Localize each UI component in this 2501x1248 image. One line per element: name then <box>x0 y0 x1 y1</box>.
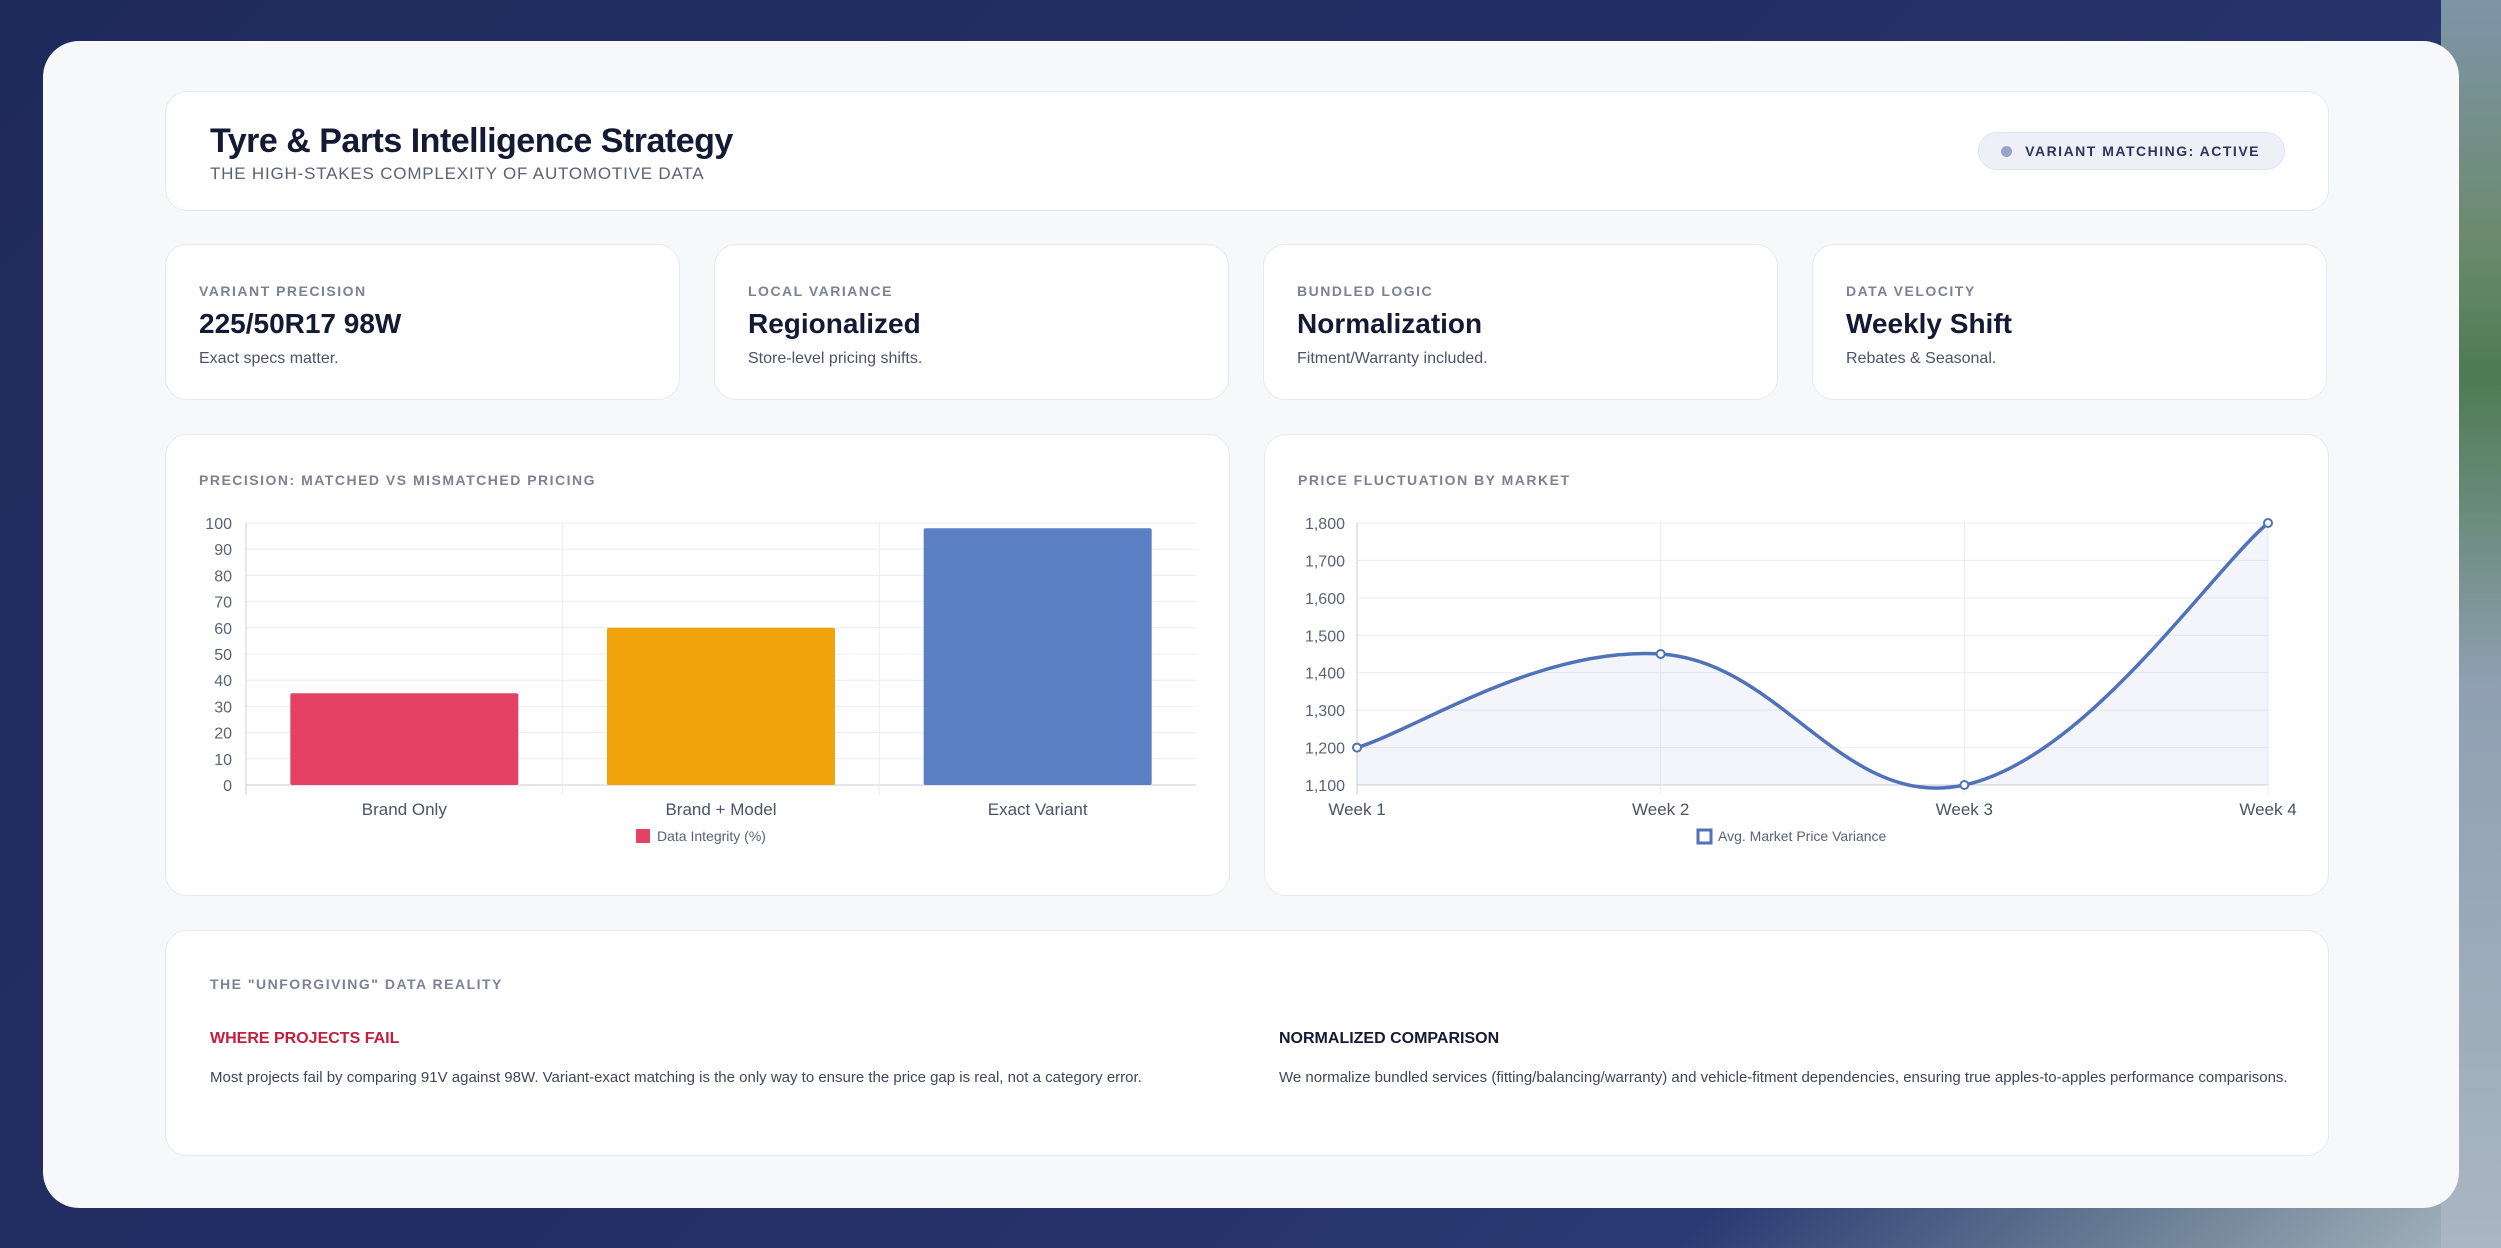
kpi-description: Rebates & Seasonal. <box>1846 350 1997 367</box>
page-subtitle: THE HIGH-STAKES COMPLEXITY OF AUTOMOTIVE… <box>210 164 705 183</box>
y-tick-label: 90 <box>214 542 232 559</box>
legend-swatch <box>1696 828 1713 845</box>
data-point <box>1352 742 1362 753</box>
status-badge: VARIANT MATCHING: ACTIVE <box>1978 132 2285 170</box>
status-badge-label: VARIANT MATCHING: ACTIVE <box>2025 143 2260 159</box>
status-dot-icon <box>2001 146 2013 157</box>
y-tick-label: 20 <box>214 726 232 743</box>
x-category-label: Brand + Model <box>665 800 776 819</box>
kpi-value: 225/50R17 98W <box>199 308 402 339</box>
x-category-label: Brand Only <box>362 800 448 819</box>
fail-description: Most projects fail by comparing 91V agai… <box>210 1069 1142 1086</box>
dashboard-frame: Tyre & Parts Intelligence Strategy THE H… <box>43 41 2459 1208</box>
y-tick-label: 1,800 <box>1305 516 1345 533</box>
bar-chart: 0 10 20 30 40 50 60 70 80 90 100 Brand Only Brand + … <box>205 516 1196 844</box>
kpi-value: Regionalized <box>748 308 921 339</box>
bar-chart-title: PRECISION: MATCHED VS MISMATCHED PRICING <box>199 472 597 488</box>
series-line <box>1356 521 2270 790</box>
kpi-card-bundled-logic: BUNDLED LOGIC Normalization Fitment/Warr… <box>1263 244 1778 400</box>
x-category-label: Exact Variant <box>988 800 1088 819</box>
y-tick-label: 10 <box>214 752 232 769</box>
page-title: Tyre & Parts Intelligence Strategy <box>210 122 733 160</box>
kpi-description: Exact specs matter. <box>199 350 339 367</box>
fail-heading: WHERE PROJECTS FAIL <box>210 1030 400 1047</box>
kpi-label: LOCAL VARIANCE <box>748 283 893 299</box>
kpi-label: DATA VELOCITY <box>1846 283 1976 299</box>
y-tick-label: 1,300 <box>1305 703 1345 720</box>
data-reality-card: THE "UNFORGIVING" DATA REALITY WHERE PRO… <box>165 930 2329 1156</box>
x-category-label: Week 3 <box>1936 800 1993 819</box>
normalized-heading: NORMALIZED COMPARISON <box>1279 1030 1500 1047</box>
data-point <box>1655 649 1666 659</box>
kpi-description: Store-level pricing shifts. <box>748 350 923 367</box>
y-tick-label: 1,500 <box>1305 628 1345 645</box>
y-tick-label: 60 <box>214 621 232 638</box>
section-label: THE "UNFORGIVING" DATA REALITY <box>210 976 503 992</box>
y-tick-label: 1,700 <box>1305 553 1345 570</box>
y-tick-label: 70 <box>214 595 232 612</box>
y-tick-label: 0 <box>223 778 232 795</box>
header-card: Tyre & Parts Intelligence Strategy THE H… <box>165 91 2329 211</box>
y-tick-label: 1,400 <box>1305 666 1345 683</box>
data-point <box>1959 780 1970 790</box>
kpi-label: VARIANT PRECISION <box>199 283 367 299</box>
y-tick-label: 1,200 <box>1305 741 1345 758</box>
bar <box>290 693 519 785</box>
legend-label: Data Integrity (%) <box>657 828 766 844</box>
kpi-card-data-velocity: DATA VELOCITY Weekly Shift Rebates & Sea… <box>1812 244 2327 400</box>
y-tick-label: 50 <box>214 647 232 664</box>
bar <box>607 627 835 785</box>
area-fill <box>1357 523 2268 789</box>
kpi-value: Weekly Shift <box>1846 308 2012 339</box>
legend-swatch <box>636 829 650 843</box>
line-chart-title: PRICE FLUCTUATION BY MARKET <box>1298 472 1571 488</box>
kpi-value: Normalization <box>1297 308 1483 339</box>
line-chart-card: PRICE FLUCTUATION BY MARKET 1,100 1,200 1,… <box>1264 434 2329 896</box>
kpi-label: BUNDLED LOGIC <box>1297 283 1434 299</box>
y-tick-label: 80 <box>214 568 232 585</box>
y-tick-label: 1,100 <box>1305 778 1345 795</box>
normalized-description: We normalize bundled services (fitting/b… <box>1279 1069 2288 1086</box>
x-category-label: Week 2 <box>1632 800 1689 819</box>
bar-chart-card: PRECISION: MATCHED VS MISMATCHED PRICING… <box>165 434 1230 896</box>
kpi-description: Fitment/Warranty included. <box>1297 350 1488 367</box>
y-tick-label: 1,600 <box>1305 591 1345 608</box>
y-tick-label: 40 <box>214 673 232 690</box>
legend-label: Avg. Market Price Variance <box>1718 828 1887 844</box>
x-category-label: Week 4 <box>2239 800 2296 819</box>
line-chart: 1,100 1,200 1,300 1,400 1,500 1,600 1,700 1,800… <box>1305 516 2297 845</box>
y-tick-label: 100 <box>205 516 232 533</box>
bar <box>923 528 1152 785</box>
kpi-card-variant-precision: VARIANT PRECISION 225/50R17 98W Exact sp… <box>165 244 680 400</box>
y-tick-label: 30 <box>214 699 232 716</box>
data-point <box>2263 518 2273 528</box>
x-category-label: Week 1 <box>1328 800 1385 819</box>
kpi-card-local-variance: LOCAL VARIANCE Regionalized Store-level … <box>714 244 1229 400</box>
